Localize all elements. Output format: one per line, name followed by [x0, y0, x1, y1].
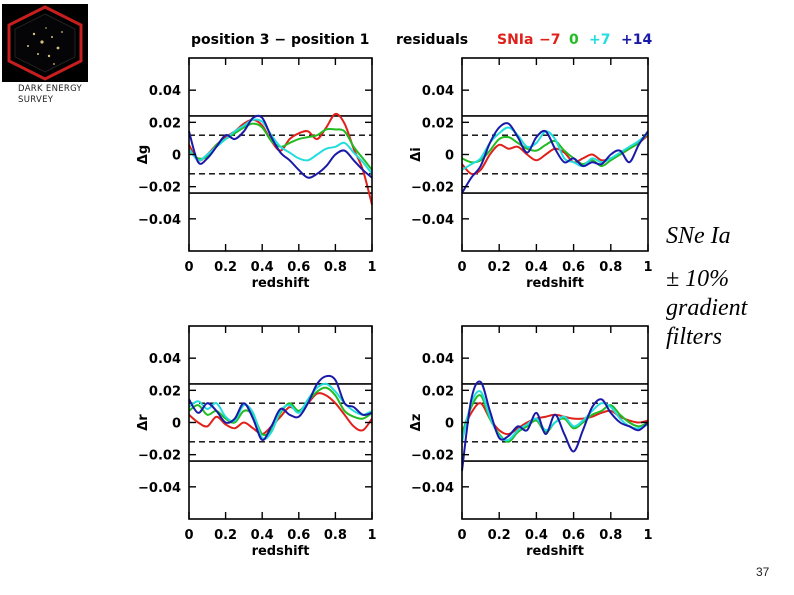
- x-tick-label: 0.4: [525, 260, 548, 275]
- page-number: 37: [756, 565, 770, 579]
- annotation-line-3: gradient: [666, 295, 748, 321]
- x-tick-label: 0.4: [251, 528, 274, 543]
- x-axis-label: redshift: [252, 544, 310, 559]
- x-tick-label: 0.4: [525, 528, 548, 543]
- x-tick-label: 0.6: [287, 528, 310, 543]
- panel-top-left: −0.04 −0.02 0 0.02 0.04 0 0.2 0.4 0.6 0.8 1 redshif…: [136, 57, 377, 291]
- figure-header: position 3 − position 1 residuals SNIa −…: [0, 28, 794, 52]
- y-tick-label: 0.02: [149, 384, 181, 399]
- x-tick-label: 0.2: [488, 260, 511, 275]
- x-tick-label: 0.4: [251, 260, 274, 275]
- x-axis-label: redshift: [526, 276, 584, 291]
- legend-entry-0: −7: [539, 32, 561, 48]
- x-axis-label: redshift: [526, 544, 584, 559]
- x-tick-label: 0: [184, 260, 193, 275]
- x-tick-label: 0: [457, 528, 466, 543]
- x-tick-label: 0.8: [599, 260, 622, 275]
- legend-entry-1: 0: [569, 32, 579, 48]
- panel-bottom-right: −0.04 −0.02 0 0.02 0.04 0 0.2 0.4 0.6 0.8 1 redshif…: [409, 325, 653, 559]
- y-tick-label: −0.04: [138, 481, 181, 496]
- x-tick-label: 0.2: [214, 528, 237, 543]
- x-tick-label: 0.8: [599, 528, 622, 543]
- y-axis-label: Δr: [136, 414, 151, 431]
- y-axis-label: Δz: [409, 414, 424, 432]
- x-tick-label: 1: [367, 528, 376, 543]
- plot-frame: [188, 57, 373, 252]
- series-line-3: [188, 114, 373, 179]
- y-axis-label: Δi: [409, 147, 424, 162]
- x-axis-label: redshift: [252, 276, 310, 291]
- series-line-2: [188, 382, 373, 441]
- annotation-line-1: SNe Ia: [666, 223, 731, 249]
- panel-bottom-left: −0.04 −0.02 0 0.02 0.04 0 0.2 0.4 0.6 0.8 1 redshif…: [136, 325, 377, 559]
- y-tick-label: −0.04: [138, 213, 181, 228]
- y-tick-label: 0.04: [422, 352, 454, 367]
- y-tick-label: 0.02: [422, 384, 454, 399]
- x-tick-label: 1: [643, 260, 652, 275]
- des-logo: [2, 4, 88, 82]
- series-line-3: [461, 380, 649, 471]
- series-line-0: [188, 112, 373, 205]
- series-line-3: [461, 122, 649, 194]
- plot-frame: [188, 325, 373, 520]
- y-axis-label: Δg: [136, 145, 151, 164]
- y-tick-label: 0.02: [149, 116, 181, 131]
- right-title: residuals: [396, 32, 469, 48]
- y-tick-label: 0.04: [422, 84, 454, 99]
- y-tick-label: 0: [172, 149, 181, 164]
- legend-prefix: SNIa: [497, 32, 534, 48]
- x-tick-label: 1: [367, 260, 376, 275]
- legend-entry-2: +7: [589, 32, 611, 48]
- y-tick-label: −0.02: [411, 449, 454, 464]
- hexagon-starfield-logo-icon: [2, 4, 88, 82]
- y-tick-label: 0: [445, 417, 454, 432]
- annotation-line-4: filters: [666, 324, 723, 350]
- y-tick-label: 0: [172, 417, 181, 432]
- y-tick-label: −0.02: [138, 449, 181, 464]
- series-line-3: [188, 374, 373, 441]
- x-tick-label: 0: [184, 528, 193, 543]
- y-tick-label: 0.04: [149, 352, 181, 367]
- x-tick-label: 0.2: [214, 260, 237, 275]
- annotation: SNe Ia ± 10% gradient filters: [666, 222, 747, 352]
- y-tick-label: −0.02: [411, 181, 454, 196]
- x-tick-label: 0.6: [287, 260, 310, 275]
- logo-line-2: SURVEY: [18, 95, 54, 105]
- x-tick-label: 1: [643, 528, 652, 543]
- x-tick-label: 0.6: [562, 528, 585, 543]
- y-tick-label: 0.04: [149, 84, 181, 99]
- logo-line-1: DARK ENERGY: [18, 84, 83, 94]
- annotation-line-2: ± 10%: [666, 266, 730, 292]
- y-tick-label: −0.04: [411, 481, 454, 496]
- x-tick-label: 0: [457, 260, 466, 275]
- y-tick-label: 0: [445, 149, 454, 164]
- x-tick-label: 0.6: [562, 260, 585, 275]
- series-line-0: [188, 392, 373, 436]
- y-tick-label: 0.02: [422, 116, 454, 131]
- logo-text: DARK ENERGY SURVEY: [18, 84, 82, 106]
- y-tick-label: −0.02: [138, 181, 181, 196]
- panel-top-right: −0.04 −0.02 0 0.02 0.04 0 0.2 0.4 0.6 0.8 1 redshif…: [409, 57, 653, 291]
- y-tick-label: −0.04: [411, 213, 454, 228]
- x-tick-label: 0.8: [324, 260, 347, 275]
- x-tick-label: 0.2: [488, 528, 511, 543]
- legend-entry-3: +14: [621, 32, 653, 48]
- left-title: position 3 − position 1: [191, 32, 370, 48]
- x-tick-label: 0.8: [324, 528, 347, 543]
